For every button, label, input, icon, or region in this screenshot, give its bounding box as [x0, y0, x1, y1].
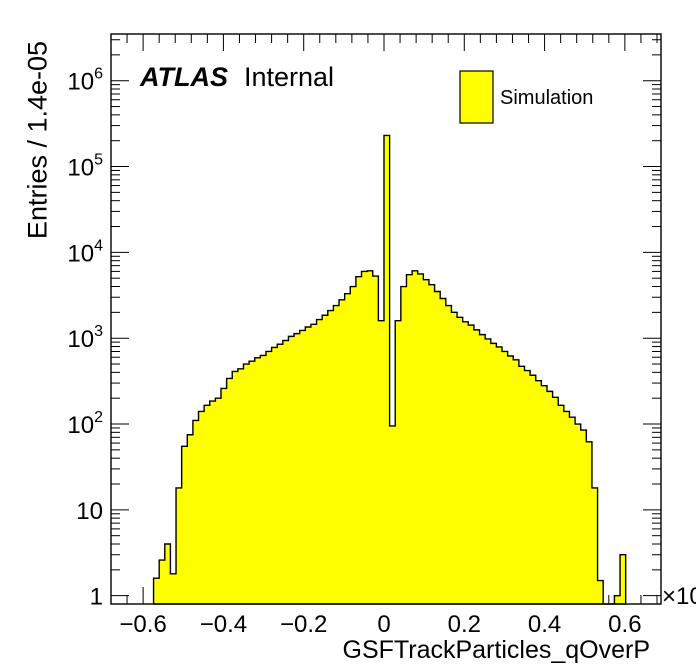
x-tick-label: 0: [377, 611, 390, 638]
x-tick-label: 0.6: [608, 611, 641, 638]
x-tick-label: −0.2: [280, 611, 327, 638]
legend-swatch: [459, 70, 494, 124]
x-tick-label: 0.2: [448, 611, 481, 638]
legend-label: Simulation: [500, 87, 594, 109]
x-tick-label: −0.4: [200, 611, 247, 638]
y-tick-label: 1: [90, 584, 103, 611]
y-axis-label: Entries / 1.4e-05: [22, 40, 53, 240]
y-tick-label: 106: [67, 66, 103, 96]
y-tick-label: 103: [67, 323, 103, 353]
y-tick-labels: 1 10 102 103 104 105 106: [67, 66, 103, 611]
plot-frame: [110, 33, 662, 605]
y-tick-label: 102: [67, 409, 103, 439]
x-axis-multiplier: ×10: [662, 583, 696, 610]
y-tick-label: 105: [67, 152, 103, 182]
y-tick-label: 10: [76, 498, 103, 525]
y-tick-label: 104: [67, 237, 103, 267]
x-tick-labels: −0.6 −0.4 −0.2 0 0.2 0.4 0.6: [119, 611, 641, 638]
x-tick-label: 0.4: [528, 611, 561, 638]
x-tick-label: −0.6: [119, 611, 166, 638]
internal-label: Internal: [244, 62, 335, 92]
x-axis-label: GSFTrackParticles_qOverP: [342, 636, 650, 664]
atlas-logo-text: ATLAS: [140, 62, 228, 92]
histogram-series: [152, 134, 627, 605]
atlas-label: ATLAS Internal: [140, 62, 334, 93]
